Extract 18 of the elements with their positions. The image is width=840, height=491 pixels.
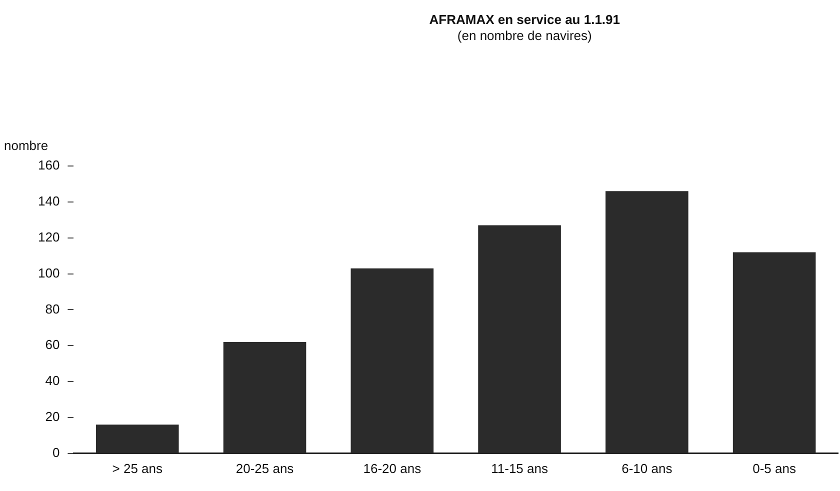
x-tick-label: 16-20 ans	[363, 460, 422, 476]
y-tick-label: 160	[38, 158, 60, 173]
y-tick-label: 0	[52, 444, 60, 460]
x-tick-label: > 25 ans	[112, 460, 163, 476]
chart-subtitle: (en nombre de navires)	[457, 28, 592, 43]
y-axis-title: nombre	[4, 138, 48, 153]
x-tick-label: 20-25 ans	[236, 460, 294, 476]
y-tick-label: 100	[38, 265, 60, 280]
chart-title: AFRAMAX en service au 1.1.91	[429, 12, 620, 27]
x-tick-label: 6-10 ans	[622, 460, 673, 476]
y-tick-label: 140	[38, 194, 60, 209]
y-tick-label: 20	[45, 409, 60, 424]
y-tick-label: 40	[45, 373, 60, 388]
x-tick-label: 11-15 ans	[491, 460, 548, 476]
x-tick-label: 0-5 ans	[752, 460, 796, 476]
y-tick-label: 120	[38, 229, 60, 244]
y-tick-label: 80	[45, 301, 60, 316]
y-tick-label: 60	[45, 337, 60, 352]
